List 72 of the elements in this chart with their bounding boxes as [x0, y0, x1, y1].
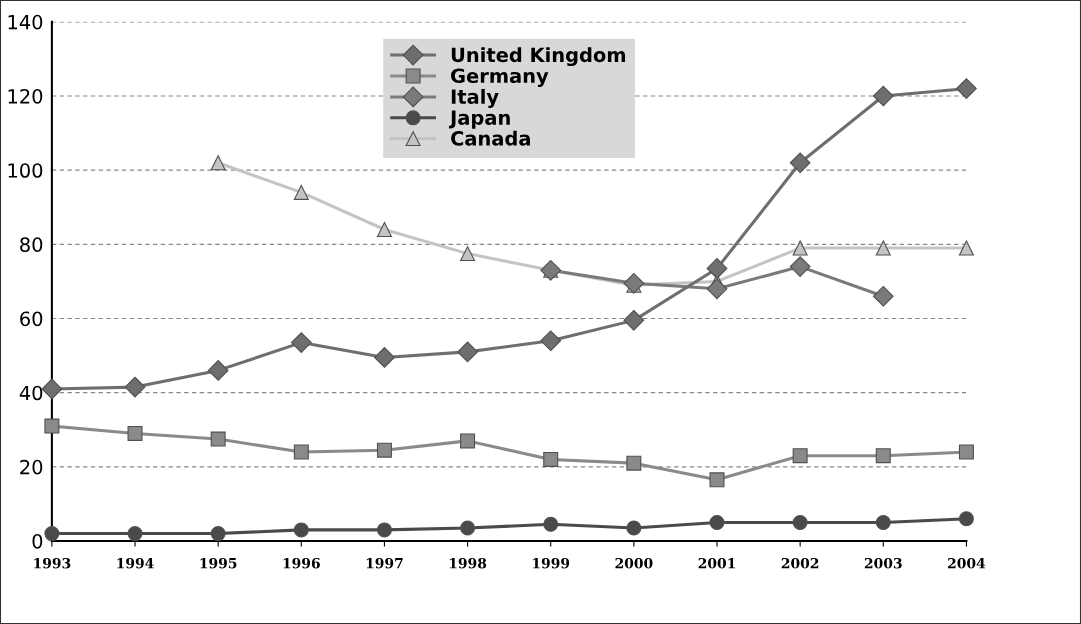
x-tick-label: 1996 — [283, 557, 320, 569]
x-tick-label: 2004 — [948, 557, 986, 569]
point — [792, 240, 808, 256]
point — [41, 378, 63, 400]
x-tick-label: 1995 — [200, 557, 237, 569]
point — [207, 360, 229, 381]
point — [293, 522, 309, 538]
point — [706, 278, 728, 300]
point — [709, 472, 725, 488]
x-tick-label: 2000 — [615, 557, 653, 569]
point — [623, 309, 645, 331]
point — [124, 376, 146, 398]
point — [210, 526, 226, 542]
x-tick-label: 2003 — [864, 557, 902, 569]
legend-label: Italy — [451, 88, 499, 108]
point — [376, 522, 392, 538]
point — [626, 455, 642, 471]
x-tick-label: 1993 — [34, 557, 71, 569]
x-tick-label: 1998 — [449, 557, 487, 569]
point — [127, 526, 143, 542]
x-tick-label: 1999 — [533, 557, 570, 569]
point — [293, 184, 309, 200]
y-tick-label: 40 — [19, 385, 43, 401]
legend-label: Canada — [451, 130, 530, 146]
point — [210, 431, 226, 447]
x-tick-label: 2001 — [698, 557, 735, 569]
y-tick-label: 120 — [8, 88, 43, 104]
point — [709, 514, 725, 530]
y-tick-label: 140 — [8, 14, 43, 30]
point — [958, 511, 974, 527]
point — [457, 341, 478, 363]
point — [956, 78, 977, 99]
point — [623, 272, 645, 294]
point — [210, 155, 226, 171]
point — [290, 332, 312, 353]
point — [792, 448, 808, 464]
point — [44, 418, 60, 434]
point — [626, 520, 642, 536]
y-tick-label: 60 — [20, 311, 43, 327]
point — [958, 444, 974, 460]
legend-label: Germany — [451, 68, 549, 88]
point — [460, 433, 476, 449]
y-tick-label: 80 — [20, 237, 43, 252]
y-tick-label: 100 — [8, 163, 43, 178]
x-tick-label: 1994 — [117, 557, 154, 569]
point — [875, 448, 891, 464]
point — [875, 514, 891, 530]
x-tick-label: 1997 — [366, 557, 403, 569]
point — [374, 347, 395, 368]
point — [376, 442, 392, 458]
legend-label: Japan — [448, 110, 510, 129]
point — [460, 520, 476, 536]
point — [543, 516, 559, 532]
point — [789, 152, 811, 174]
point — [44, 526, 60, 542]
y-tick-label: 0 — [32, 533, 43, 549]
point — [875, 240, 891, 256]
point — [789, 256, 811, 277]
x-tick-label: 2002 — [781, 557, 819, 569]
point — [127, 425, 143, 441]
point — [460, 246, 476, 262]
point — [872, 285, 894, 307]
point — [540, 330, 562, 352]
point — [706, 258, 728, 279]
point — [376, 222, 392, 238]
point — [792, 514, 808, 530]
point — [958, 240, 974, 256]
point — [543, 451, 559, 467]
point — [293, 444, 309, 460]
y-tick-label: 20 — [20, 459, 43, 475]
point — [872, 85, 894, 107]
legend-label: United Kingdom — [451, 47, 626, 67]
